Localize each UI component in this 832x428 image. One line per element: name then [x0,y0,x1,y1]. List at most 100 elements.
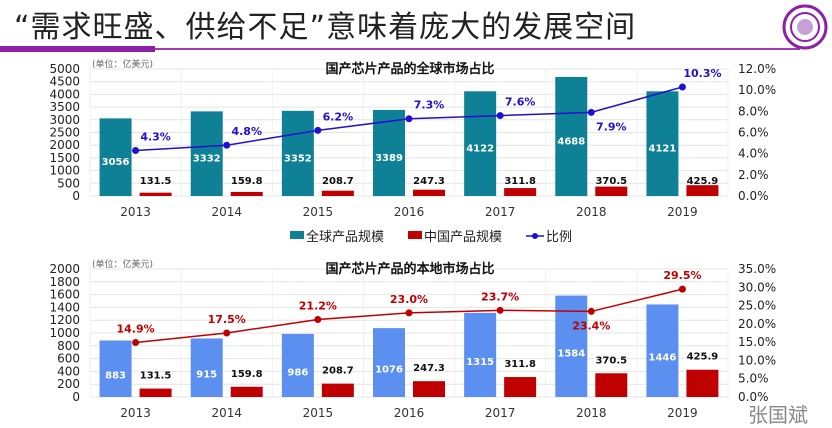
bar-label: 4122 [466,144,494,155]
bar-series2 [413,189,445,196]
y2-tick-label: 15.0% [738,335,776,349]
y2-tick-label: 25.0% [738,299,776,313]
bar-label: 425.9 [687,176,719,187]
ratio-point [587,307,595,315]
bar-label: 3352 [284,153,312,164]
ratio-point [132,339,140,347]
ratio-point [678,83,686,91]
bar-series2 [139,388,172,397]
ratio-label: 7.6% [505,96,536,109]
y-tick-label: 1500 [49,151,80,165]
bar-series1 [373,328,405,397]
bar-label: 159.8 [231,176,263,187]
y-tick-label: 1800 [49,275,80,289]
x-tick-label: 2016 [394,406,425,420]
bar-label: 1315 [466,357,494,368]
bar-label: 915 [196,370,217,381]
ratio-point [587,108,595,116]
bar-series2 [686,185,719,196]
ratio-point [678,285,686,293]
bar-series2 [321,383,354,397]
y-tick-label: 4000 [49,87,80,101]
bar-series1 [281,110,314,196]
y-tick-label: 500 [57,176,80,190]
bar-label: 247.3 [413,176,445,187]
ratio-label: 6.2% [323,110,354,123]
ratio-point [405,309,413,317]
legend-swatch [290,231,304,239]
y2-tick-label: 20.0% [738,317,776,331]
ratio-label: 23.7% [481,290,519,303]
y2-tick-label: 10.0% [738,83,776,97]
bar-series1 [646,91,679,196]
bar-series2 [321,190,354,196]
bar-series2 [230,386,263,397]
bar-series2 [595,373,628,397]
chart-title: 国产芯片产品的全球市场占比 [325,61,494,77]
y-tick-label: 2500 [49,126,80,140]
y-tick-label: 4500 [49,75,80,89]
x-tick-label: 2015 [303,205,334,219]
bar-series1 [190,111,223,196]
bar-label: 425.9 [687,352,719,363]
x-tick-label: 2018 [576,205,607,219]
ratio-label: 4.3% [140,130,171,143]
watermark: 张国斌 [748,403,808,427]
x-tick-label: 2019 [667,406,698,420]
y-tick-label: 0 [72,189,80,203]
bar-series2 [504,377,537,397]
bar-series1 [555,76,588,196]
ratio-label: 7.9% [596,120,627,133]
y-tick-label: 3000 [49,113,80,127]
legend-swatch [408,231,422,239]
y-tick-label: 400 [57,364,80,378]
y2-tick-label: 2.0% [738,168,769,182]
x-tick-label: 2017 [485,205,516,219]
bar-label: 131.5 [140,176,172,187]
bar-series2 [413,381,445,397]
ratio-point [496,306,504,314]
y-tick-label: 1000 [49,326,80,340]
x-tick-label: 2015 [303,406,334,420]
ratio-label: 29.5% [663,269,701,282]
ratio-point [314,315,322,323]
x-tick-label: 2014 [211,406,242,420]
x-tick-label: 2013 [120,205,151,219]
bar-label: 208.7 [322,176,354,187]
ratio-point [223,141,231,149]
bar-label: 311.8 [504,176,536,187]
bar-series1 [555,295,588,397]
ratio-label: 4.8% [231,125,262,138]
legend-label: 全球产品规模 [306,229,384,245]
y-tick-label: 2000 [49,262,80,276]
y2-tick-label: 30.0% [738,280,776,294]
legend-swatch [532,233,538,239]
bar-series2 [686,369,719,397]
bar-label: 370.5 [595,355,627,366]
bar-label: 883 [105,371,126,382]
bar-series1 [190,338,223,397]
bar-label: 1076 [375,365,403,376]
y-tick-label: 1600 [49,288,80,302]
ratio-label: 21.2% [299,299,337,312]
x-tick-label: 2016 [394,205,425,219]
chart-title: 国产芯片产品的本地市场占比 [325,261,494,277]
y2-tick-label: 12.0% [738,62,776,76]
x-tick-label: 2013 [120,406,151,420]
y-tick-label: 1400 [49,300,80,314]
y-tick-label: 2000 [49,138,80,152]
bar-label: 4121 [649,144,677,155]
y-tick-label: 0 [72,390,80,404]
ratio-label: 10.3% [683,67,721,80]
ratio-point [496,112,504,120]
bar-label: 1446 [649,353,677,364]
bar-label: 3056 [102,157,130,168]
ratio-label: 14.9% [116,323,154,336]
y2-tick-label: 10.0% [738,353,776,367]
y2-tick-label: 0.0% [738,390,769,404]
y2-tick-label: 35.0% [738,262,776,276]
bar-series2 [139,192,172,196]
bar-label: 986 [287,367,308,378]
x-tick-label: 2014 [211,205,242,219]
